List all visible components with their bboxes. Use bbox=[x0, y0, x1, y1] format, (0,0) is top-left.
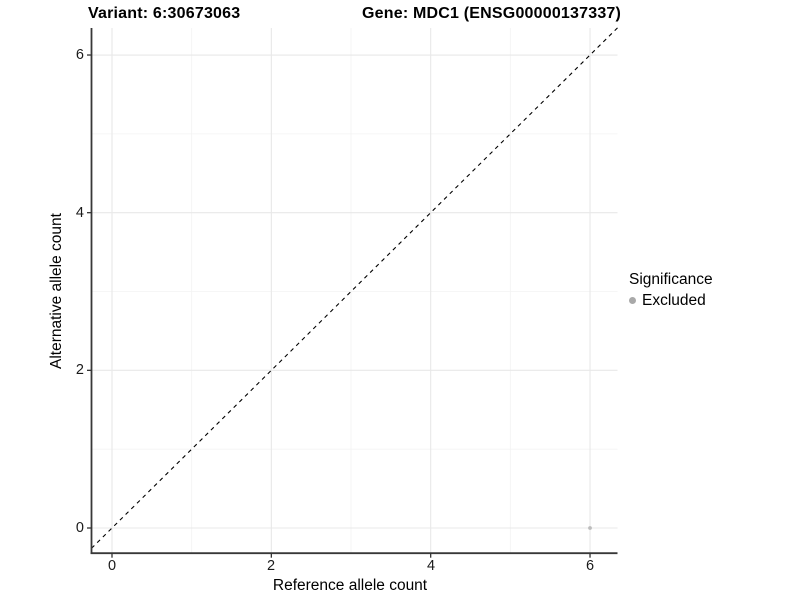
y-tick-label: 2 bbox=[75, 362, 84, 378]
y-tick-label: 4 bbox=[75, 205, 84, 221]
legend-item-label: Excluded bbox=[642, 292, 706, 309]
legend-title: Significance bbox=[629, 271, 713, 288]
x-tick-label: 4 bbox=[426, 558, 436, 574]
plot-title-gene: Gene: MDC1 (ENSG00000137337) bbox=[362, 5, 622, 22]
axis-lines bbox=[90, 28, 618, 555]
legend-key-dot bbox=[629, 297, 636, 304]
x-tick-label: 2 bbox=[266, 558, 276, 574]
x-axis-title: Reference allele count bbox=[272, 577, 428, 594]
data-points-layer bbox=[588, 526, 592, 530]
legend-item-excluded: Excluded bbox=[629, 291, 713, 310]
identity-reference-line bbox=[91, 27, 618, 549]
gridlines-minor bbox=[91, 28, 618, 554]
x-tick-label: 6 bbox=[585, 558, 595, 574]
x-tick-label: 0 bbox=[107, 558, 117, 574]
y-axis-title: Alternative allele count bbox=[48, 213, 65, 369]
y-tick-label: 0 bbox=[75, 520, 84, 536]
data-point bbox=[588, 526, 592, 530]
axis-tick-marks bbox=[87, 54, 591, 558]
y-tick-label: 6 bbox=[75, 47, 84, 63]
gridlines-major bbox=[91, 28, 618, 554]
plot-title-variant: Variant: 6:30673063 bbox=[88, 5, 241, 22]
legend: Significance Excluded bbox=[629, 270, 713, 310]
